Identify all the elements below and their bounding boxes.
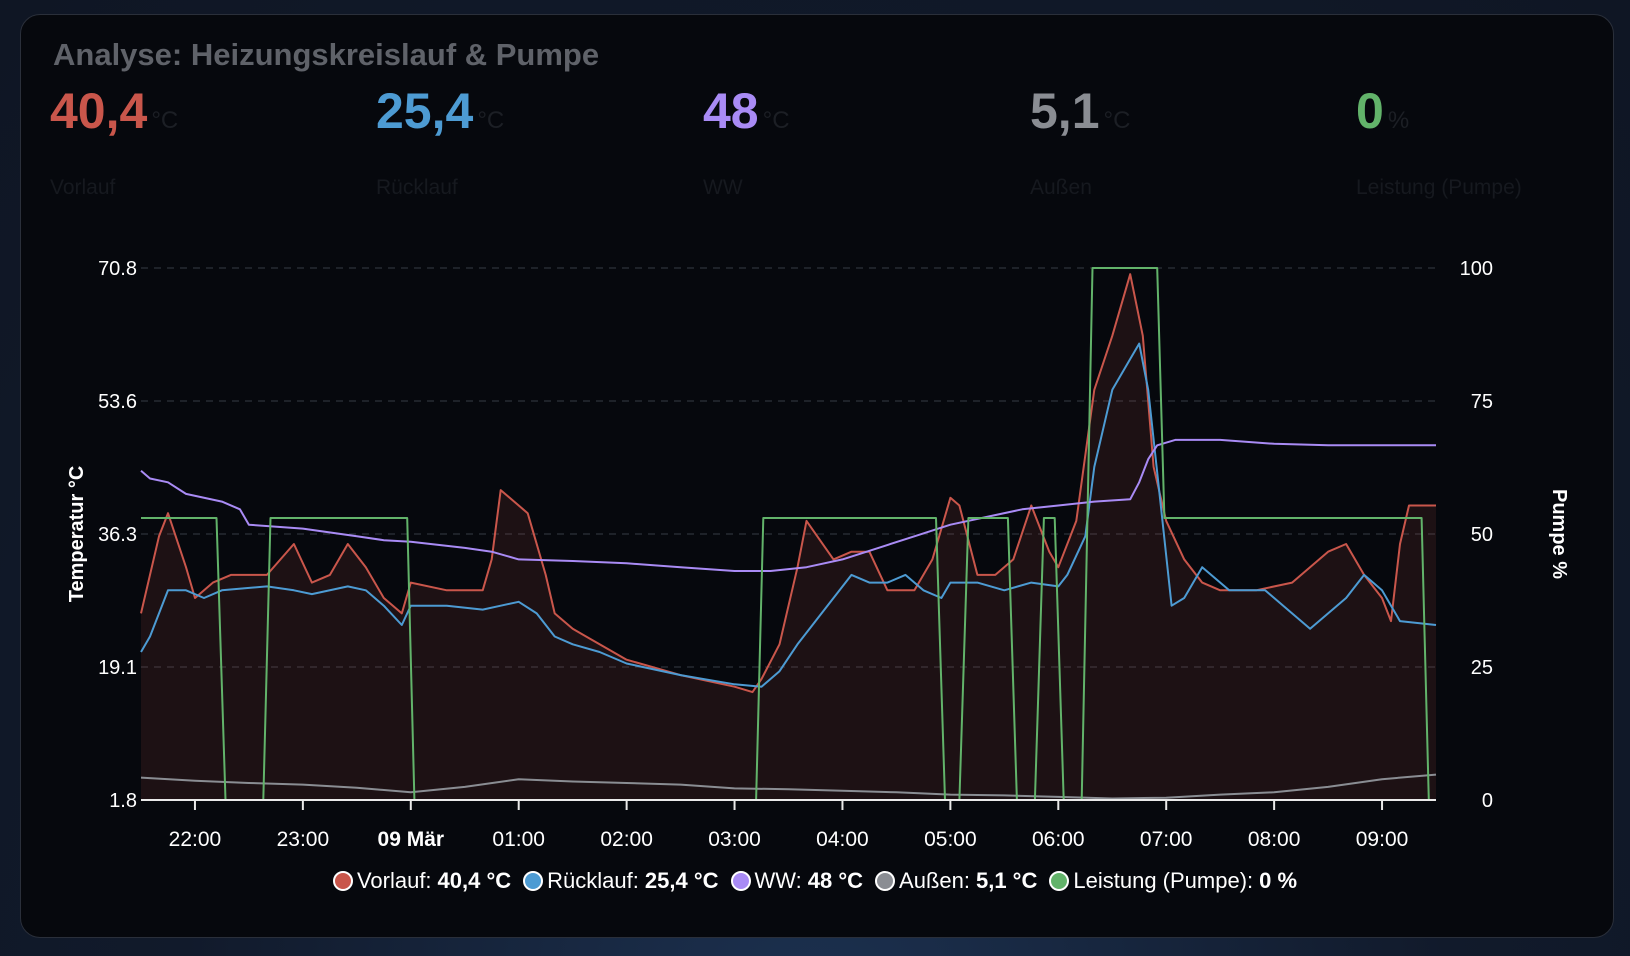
legend-item-pumpe[interactable]: Leistung (Pumpe): 0 % <box>1049 868 1297 894</box>
stat-ruecklauf[interactable]: 25,4 °C Rücklauf <box>376 83 505 199</box>
chart-legend: Vorlauf: 40,4 °C Rücklauf: 25,4 °C WW: 4… <box>0 868 1630 894</box>
legend-label: Vorlauf: <box>356 868 432 893</box>
stat-value: 0 <box>1356 83 1384 139</box>
stat-value: 40,4 <box>50 83 148 139</box>
y-left-axis-title: Temperatur °C <box>66 466 88 603</box>
series-line-r-cklauf <box>140 342 1437 688</box>
legend-dot <box>332 871 353 891</box>
x-tick-label: 09:00 <box>1356 828 1409 851</box>
x-tick-label: 23:00 <box>277 828 330 851</box>
stat-unit: % <box>1387 107 1410 134</box>
stat-pumpe[interactable]: 0% Leistung (Pumpe) <box>1356 83 1522 199</box>
legend-dot <box>1049 871 1070 891</box>
x-tick-label: 04:00 <box>816 828 869 851</box>
stat-label: Außen <box>1030 176 1092 199</box>
stat-unit: °C <box>477 107 505 134</box>
legend-value: 40,4 °C <box>437 868 512 893</box>
y-right-tick-label: 75 <box>1471 391 1493 413</box>
x-tick-label: 07:00 <box>1140 828 1193 851</box>
x-tick-label: 03:00 <box>708 828 761 851</box>
stat-unit: °C <box>762 107 790 134</box>
y-right-tick-label: 0 <box>1482 790 1493 812</box>
y-left-tick-label: 70.8 <box>98 258 137 280</box>
stat-value: 48 <box>703 83 759 139</box>
y-left-tick-label: 53.6 <box>98 391 137 413</box>
legend-value: 0 % <box>1259 868 1298 893</box>
legend-label: Außen: <box>899 868 970 893</box>
y-left-tick-label: 1.8 <box>109 790 137 812</box>
stat-value: 5,1 <box>1030 83 1100 139</box>
y-left-tick-label: 19.1 <box>98 657 137 679</box>
legend-dot <box>875 871 896 891</box>
y-right-tick-label: 50 <box>1471 524 1493 546</box>
x-tick-label: 05:00 <box>924 828 977 851</box>
stat-label: WW <box>703 176 743 199</box>
stat-label: Leistung (Pumpe) <box>1356 176 1522 199</box>
stat-unit: °C <box>1103 107 1131 134</box>
legend-label: Rücklauf: <box>547 868 639 893</box>
y-left-tick-label: 36.3 <box>98 524 137 546</box>
stat-aussen[interactable]: 5,1 °C Außen <box>1030 83 1131 199</box>
legend-label: WW: <box>754 868 802 893</box>
x-tick-label: 01:00 <box>492 828 545 851</box>
x-tick-label: 22:00 <box>169 828 222 851</box>
x-tick-label: 08:00 <box>1248 828 1301 851</box>
legend-value: 5,1 °C <box>975 868 1038 893</box>
card-title: Analyse: Heizungskreislauf & Pumpe <box>53 37 600 72</box>
stat-vorlauf[interactable]: 40,4 °C Vorlauf <box>50 83 179 199</box>
legend-dot <box>730 871 751 891</box>
legend-value: 48 °C <box>807 868 864 893</box>
legend-item-aussen[interactable]: Außen: 5,1 °C <box>875 868 1037 894</box>
series-line-au-en <box>140 773 1437 800</box>
stat-ww[interactable]: 48 °C WW <box>703 83 790 199</box>
series-line-leistung-pumpe- <box>141 267 1436 801</box>
x-tick-label: 06:00 <box>1032 828 1085 851</box>
series-line-ww <box>140 438 1436 572</box>
y-right-tick-label: 100 <box>1460 258 1493 280</box>
legend-item-vorlauf[interactable]: Vorlauf: 40,4 °C <box>332 868 512 894</box>
legend-dot <box>523 871 544 891</box>
y-right-tick-label: 25 <box>1471 657 1493 679</box>
legend-item-ww[interactable]: WW: 48 °C <box>730 868 864 894</box>
stat-label: Rücklauf <box>376 176 458 199</box>
y-right-axis-title: Pumpe % <box>1548 489 1570 579</box>
series-area-vorlauf <box>141 274 1436 800</box>
x-tick-label: 02:00 <box>600 828 653 851</box>
stat-unit: °C <box>151 107 179 134</box>
series-line-vorlauf <box>140 273 1436 694</box>
x-tick-label: 09 Mär <box>378 828 445 851</box>
legend-value: 25,4 °C <box>644 868 719 893</box>
legend-item-ruecklauf[interactable]: Rücklauf: 25,4 °C <box>523 868 719 894</box>
legend-label: Leistung (Pumpe): <box>1073 868 1254 893</box>
stat-label: Vorlauf <box>50 176 116 199</box>
stat-value: 25,4 <box>376 83 474 139</box>
